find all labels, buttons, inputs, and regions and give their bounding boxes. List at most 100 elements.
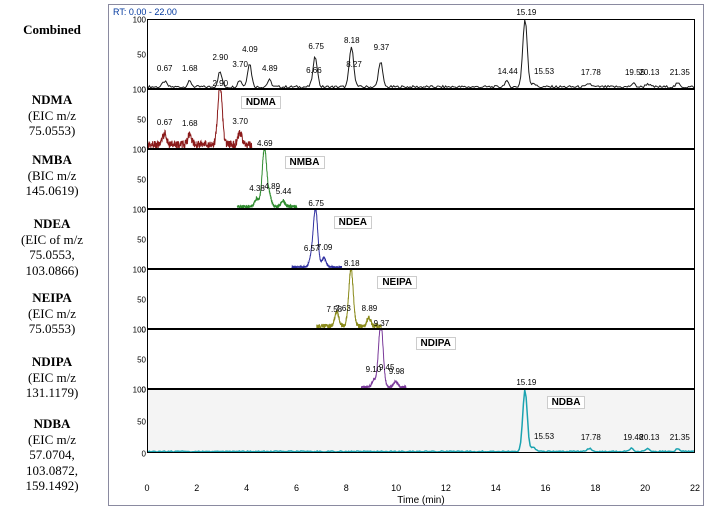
x-axis: Time (min) 0246810121416182022 xyxy=(147,481,695,505)
x-tick: 10 xyxy=(391,483,401,493)
peak-label: 6.75 xyxy=(308,42,324,51)
compound-label-line: (EIC m/z xyxy=(0,108,104,124)
compound-label-line: 75.0553, xyxy=(0,247,104,263)
peak-label: 6.75 xyxy=(308,199,324,208)
trace-label: NDEA xyxy=(334,216,372,229)
peak-label: 4.38 xyxy=(249,184,265,193)
chromatogram-trace xyxy=(148,20,694,88)
compound-label-ndma: NDMA(EIC m/z75.0553) xyxy=(0,92,104,139)
compound-label-line: 159.1492) xyxy=(0,478,104,494)
panel-ndipa: 0501009.109.379.459.98NDIPA xyxy=(147,329,695,389)
y-tick: 100 xyxy=(133,16,146,25)
y-tick: 50 xyxy=(137,116,146,125)
x-tick: 12 xyxy=(441,483,451,493)
x-tick: 2 xyxy=(194,483,199,493)
chart-area: RT: 0.00 - 22.00 Relative Abundance 0501… xyxy=(108,4,704,506)
trace-svg xyxy=(148,150,694,208)
peak-label: 5.44 xyxy=(276,187,292,196)
x-tick: 14 xyxy=(491,483,501,493)
trace-svg xyxy=(148,210,694,268)
compound-label-title: NEIPA xyxy=(0,290,104,306)
compound-label-line: 131.1179) xyxy=(0,385,104,401)
panel-neipa: 0501007.587.638.188.89NEIPA xyxy=(147,269,695,329)
y-ticks: 050100 xyxy=(124,330,146,388)
y-ticks: 050100 xyxy=(124,210,146,268)
peak-label: 15.19 xyxy=(516,8,536,17)
peak-label: 2.90 xyxy=(212,53,228,62)
compound-label-title: NMBA xyxy=(0,152,104,168)
panels-container: Relative Abundance 0501000.671.682.903.7… xyxy=(109,19,703,479)
y-tick: 50 xyxy=(137,236,146,245)
peak-label: 8.18 xyxy=(344,259,360,268)
trace-label: NEIPA xyxy=(377,276,417,289)
peak-label: 20.13 xyxy=(639,68,659,77)
peak-label: 8.27 xyxy=(346,60,362,69)
compound-label-title: NDIPA xyxy=(0,354,104,370)
peak-label: 1.68 xyxy=(182,64,198,73)
compound-label-ndipa: NDIPA(EIC m/z131.1179) xyxy=(0,354,104,401)
chromatogram-trace xyxy=(317,270,381,328)
x-tick: 4 xyxy=(244,483,249,493)
panel-combined: 0501000.671.682.903.704.094.896.666.758.… xyxy=(147,19,695,89)
y-tick: 100 xyxy=(133,326,146,335)
peak-label: 4.89 xyxy=(262,64,278,73)
panel-ndba: 05010015.1915.5317.7819.4820.1321.35NDBA xyxy=(147,389,695,453)
compound-label-ndba: NDBA(EIC m/z57.0704,103.0872,159.1492) xyxy=(0,416,104,494)
compound-label-line: 57.0704, xyxy=(0,447,104,463)
trace-svg xyxy=(148,270,694,328)
peak-label: 17.78 xyxy=(581,68,601,77)
x-tick: 16 xyxy=(541,483,551,493)
peak-label: 15.19 xyxy=(516,378,536,387)
peak-label: 4.69 xyxy=(257,139,273,148)
compound-label-line: (EIC m/z xyxy=(0,370,104,386)
x-tick: 22 xyxy=(690,483,700,493)
compound-label-line: 103.0866) xyxy=(0,263,104,279)
trace-svg xyxy=(148,390,694,452)
x-tick: 20 xyxy=(640,483,650,493)
compound-label-line: 75.0553) xyxy=(0,321,104,337)
trace-svg xyxy=(148,90,694,148)
compound-label-combined: Combined xyxy=(0,22,104,38)
peak-label: 3.70 xyxy=(232,60,248,69)
y-tick: 50 xyxy=(137,296,146,305)
compound-label-line: 103.0872, xyxy=(0,463,104,479)
y-ticks: 050100 xyxy=(124,90,146,148)
compound-label-title: NDEA xyxy=(0,216,104,232)
peak-label: 0.67 xyxy=(157,64,173,73)
peak-label: 9.37 xyxy=(374,43,390,52)
peak-label: 21.35 xyxy=(670,433,690,442)
peak-label: 15.53 xyxy=(534,432,554,441)
y-tick: 100 xyxy=(133,266,146,275)
figure-root: CombinedNDMA(EIC m/z75.0553)NMBA(BIC m/z… xyxy=(0,0,708,510)
y-tick: 50 xyxy=(137,176,146,185)
compound-label-ndea: NDEA(EIC of m/z75.0553,103.0866) xyxy=(0,216,104,278)
compound-label-line: 75.0553) xyxy=(0,123,104,139)
y-ticks: 050100 xyxy=(124,20,146,88)
y-tick: 100 xyxy=(133,386,146,395)
y-ticks: 050100 xyxy=(124,270,146,328)
compound-label-title: NDBA xyxy=(0,416,104,432)
peak-label: 2.90 xyxy=(212,79,228,88)
y-tick: 50 xyxy=(137,356,146,365)
trace-svg xyxy=(148,20,694,88)
trace-label: NDIPA xyxy=(416,337,456,350)
peak-label: 9.98 xyxy=(389,367,405,376)
peak-label: 8.18 xyxy=(344,36,360,45)
peak-label: 17.78 xyxy=(581,433,601,442)
chromatogram-trace xyxy=(148,390,694,452)
trace-label: NDMA xyxy=(241,96,281,109)
peak-label: 4.09 xyxy=(242,45,258,54)
compound-label-line: (BIC m/z xyxy=(0,168,104,184)
chromatogram-trace xyxy=(361,330,406,388)
y-tick: 50 xyxy=(137,51,146,60)
y-tick: 100 xyxy=(133,206,146,215)
peak-label: 20.13 xyxy=(639,433,659,442)
y-tick: 0 xyxy=(142,450,146,459)
peak-label: 3.70 xyxy=(232,117,248,126)
peak-label: 15.53 xyxy=(534,67,554,76)
y-tick: 100 xyxy=(133,146,146,155)
x-tick: 6 xyxy=(294,483,299,493)
left-label-column: Combined NDMA(EIC m/z75.0553) NMBA(BIC m/z… xyxy=(0,0,104,510)
peak-label: 7.63 xyxy=(335,304,351,313)
compound-label-line: (EIC of m/z xyxy=(0,232,104,248)
